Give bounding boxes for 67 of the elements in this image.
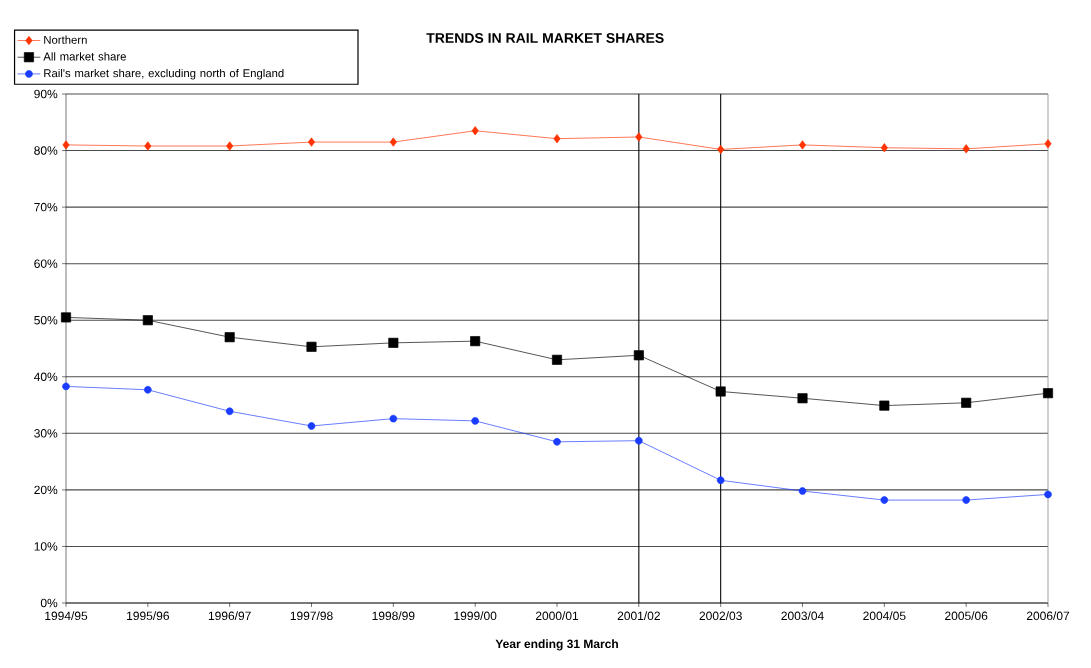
point (144, 141, 152, 151)
point (553, 438, 561, 446)
legend-label: Northern (44, 35, 87, 44)
point (306, 341, 317, 352)
point (715, 386, 726, 397)
point (879, 400, 890, 411)
x-tick-label: 2004/05 (863, 611, 906, 621)
point (635, 132, 643, 142)
x-tick-label: 2006/07 (1026, 611, 1070, 621)
point (1043, 388, 1054, 399)
x-tick-label: 2000/01 (535, 611, 579, 621)
legend-label: All market share (43, 52, 126, 61)
y-tick-label: 20% (34, 485, 58, 495)
y-tick-label: 0% (40, 598, 58, 608)
point (961, 397, 972, 408)
x-tick-label: 2003/04 (781, 611, 824, 621)
point (61, 312, 72, 323)
point (471, 126, 479, 136)
point (717, 144, 725, 155)
x-tick-label: 1994/95 (45, 611, 88, 621)
point (389, 137, 397, 147)
point (797, 393, 808, 404)
y-tick-label: 80% (34, 146, 58, 155)
y-tick-label: 40% (33, 372, 58, 382)
point (144, 385, 152, 394)
y-tick-label: 60% (34, 259, 58, 268)
legend-label: Rail's market share, excluding north of England (44, 68, 284, 80)
point (388, 337, 399, 348)
y-tick-label: 30% (34, 429, 58, 438)
point (553, 134, 561, 144)
point (798, 487, 807, 495)
point (962, 144, 970, 154)
x-tick-label: 2005/06 (945, 611, 988, 621)
point (226, 141, 234, 151)
x-tick-label: 1996/97 (208, 611, 251, 621)
x-tick-label: 2002/03 (699, 611, 742, 621)
point (307, 422, 316, 430)
point (224, 332, 235, 343)
y-tick-label: 10% (34, 542, 58, 551)
x-tick-label: 1997/98 (290, 611, 333, 621)
point (225, 407, 234, 416)
x-tick-label: 1995/96 (127, 611, 169, 621)
point (62, 140, 70, 150)
point (716, 476, 725, 485)
chart-title: TRENDS IN RAIL MARKET SHARES (426, 33, 664, 43)
y-tick-label: 70% (34, 202, 58, 212)
y-tick-label: 50% (34, 315, 58, 325)
point (142, 315, 153, 326)
x-axis-title: Year ending 31 March (495, 639, 618, 651)
point (962, 496, 970, 504)
point (1044, 139, 1052, 149)
x-tick-label: 1999/00 (454, 611, 497, 621)
x-tick-label: 1998/99 (372, 611, 415, 621)
x-tick-label: 2001/02 (617, 611, 660, 621)
point (62, 382, 70, 391)
point (307, 137, 316, 147)
y-tick-label: 90% (34, 89, 58, 99)
point (798, 140, 807, 150)
point (880, 143, 888, 153)
point (633, 350, 644, 361)
point (880, 496, 889, 504)
point (1044, 490, 1052, 499)
point (389, 414, 398, 423)
point (471, 417, 479, 425)
point (470, 336, 481, 347)
point (635, 436, 643, 445)
point (552, 354, 563, 365)
